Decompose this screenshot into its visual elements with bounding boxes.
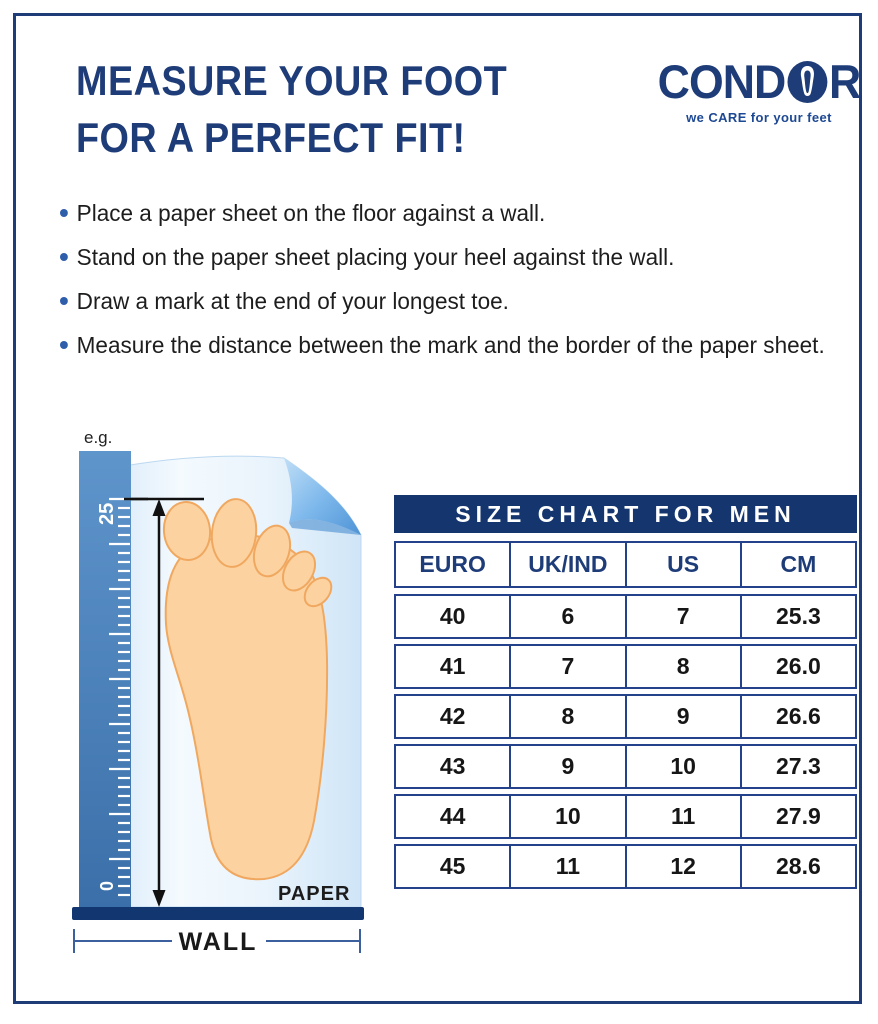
table-cell: 42 bbox=[396, 696, 512, 737]
page-title-line2: FOR A PERFECT FIT! bbox=[76, 114, 466, 161]
table-cell: 10 bbox=[511, 796, 627, 837]
instruction-text: Measure the distance between the mark an… bbox=[76, 332, 825, 358]
table-cell: 10 bbox=[627, 746, 742, 787]
foot-in-circle-icon bbox=[787, 60, 828, 103]
size-chart-rows: EURO UK/IND US CM 40 6 7 25.3 41 7 8 26.0 42 8 9 26.6 43… bbox=[394, 541, 857, 889]
table-header-cell: CM bbox=[780, 551, 817, 577]
logo-text-after: R bbox=[829, 55, 861, 108]
table-cell: 26.0 bbox=[775, 653, 821, 679]
foot-illustration bbox=[162, 498, 333, 881]
size-chart: SIZE CHART FOR MEN EURO UK/IND US CM 40 6 7 25.… bbox=[394, 495, 857, 894]
paper-label: PAPER bbox=[278, 883, 350, 905]
page-title-line1: MEASURE YOUR FOOT bbox=[76, 57, 508, 104]
table-cell: 41 bbox=[396, 646, 512, 687]
wall-dimension bbox=[73, 929, 361, 953]
bullet-dot bbox=[60, 297, 68, 305]
instruction-item: Draw a mark at the end of your longest t… bbox=[60, 288, 825, 315]
table-cell: 7 bbox=[627, 596, 742, 637]
example-label: e.g. bbox=[84, 429, 112, 447]
table-header-cell: US bbox=[627, 543, 742, 586]
table-row: 42 8 9 26.6 bbox=[394, 694, 857, 739]
table-cell: 27.3 bbox=[775, 753, 821, 779]
table-row: 45 11 12 28.6 bbox=[394, 844, 857, 889]
page-title: MEASURE YOUR FOOT FOR A PERFECT FIT! bbox=[76, 52, 507, 166]
table-row: 41 7 8 26.0 bbox=[394, 644, 857, 689]
table-cell: 26.6 bbox=[775, 703, 821, 729]
table-cell: 9 bbox=[511, 746, 627, 787]
measurement-arrow bbox=[131, 497, 204, 907]
table-cell: 9 bbox=[627, 696, 742, 737]
logo-wordmark: COND R bbox=[658, 54, 862, 109]
wall-bar bbox=[72, 907, 364, 920]
instruction-item: Measure the distance between the mark an… bbox=[60, 332, 825, 359]
instruction-text: Place a paper sheet on the floor against… bbox=[76, 200, 546, 226]
table-row: 43 9 10 27.3 bbox=[394, 744, 857, 789]
page-frame: MEASURE YOUR FOOT FOR A PERFECT FIT! CON… bbox=[13, 13, 862, 1004]
ruler-top-value: 25 bbox=[96, 503, 118, 525]
bullet-dot bbox=[60, 209, 68, 217]
table-row: 40 6 7 25.3 bbox=[394, 594, 857, 639]
table-cell: 28.6 bbox=[775, 853, 821, 879]
logo-text-before: COND bbox=[657, 55, 787, 108]
table-cell: 27.9 bbox=[775, 803, 821, 829]
table-cell: 6 bbox=[511, 596, 627, 637]
instruction-item: Place a paper sheet on the floor against… bbox=[60, 200, 825, 227]
table-cell: 25.3 bbox=[775, 603, 821, 629]
instruction-text: Stand on the paper sheet placing your he… bbox=[76, 244, 675, 270]
table-header-cell: UK/IND bbox=[511, 543, 627, 586]
wall-label: WALL bbox=[179, 928, 258, 956]
table-cell: 40 bbox=[396, 596, 512, 637]
ruler-bottom-value: 0 bbox=[97, 881, 117, 891]
condor-logo: COND R we CARE for your feet bbox=[658, 54, 862, 125]
table-cell: 11 bbox=[511, 846, 627, 887]
instructions-list: Place a paper sheet on the floor against… bbox=[60, 200, 840, 376]
table-cell: 8 bbox=[511, 696, 627, 737]
bullet-dot bbox=[60, 253, 68, 261]
table-header-row: EURO UK/IND US CM bbox=[394, 541, 857, 588]
table-cell: 12 bbox=[627, 846, 742, 887]
foot-measure-illustration: 25 0 e.g. PAPER WALL bbox=[72, 429, 364, 956]
table-cell: 11 bbox=[627, 796, 742, 837]
table-header-cell: EURO bbox=[396, 543, 512, 586]
instruction-item: Stand on the paper sheet placing your he… bbox=[60, 244, 825, 271]
ruler: 25 0 bbox=[79, 451, 148, 907]
instruction-text: Draw a mark at the end of your longest t… bbox=[76, 288, 509, 314]
table-cell: 8 bbox=[627, 646, 742, 687]
logo-tagline: we CARE for your feet bbox=[686, 110, 832, 125]
ruler-ticks bbox=[109, 497, 130, 897]
table-cell: 45 bbox=[396, 846, 512, 887]
table-cell: 7 bbox=[511, 646, 627, 687]
table-cell: 44 bbox=[396, 796, 512, 837]
table-row: 44 10 11 27.9 bbox=[394, 794, 857, 839]
bullet-dot bbox=[60, 341, 68, 349]
size-chart-title: SIZE CHART FOR MEN bbox=[394, 495, 857, 533]
table-cell: 43 bbox=[396, 746, 512, 787]
